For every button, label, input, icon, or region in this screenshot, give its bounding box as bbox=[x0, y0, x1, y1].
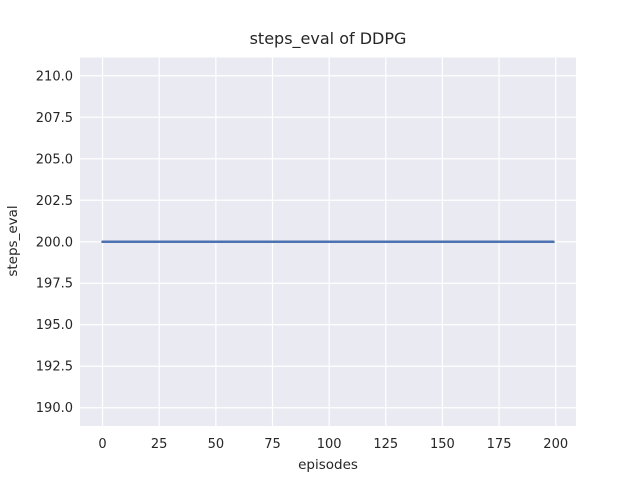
x-tick-label: 50 bbox=[208, 437, 225, 452]
x-tick-label: 25 bbox=[151, 437, 168, 452]
x-tick-label: 150 bbox=[430, 437, 455, 452]
y-tick-label: 192.5 bbox=[36, 360, 73, 375]
x-tick-label: 75 bbox=[264, 437, 281, 452]
x-tick-label: 100 bbox=[317, 437, 342, 452]
x-tick-label: 0 bbox=[98, 437, 106, 452]
y-tick-label: 202.5 bbox=[36, 194, 73, 209]
y-tick-label: 197.5 bbox=[36, 277, 73, 292]
y-tick-label: 190.0 bbox=[36, 401, 73, 416]
x-tick-label: 125 bbox=[373, 437, 398, 452]
x-tick-label: 200 bbox=[543, 437, 568, 452]
x-axis-label: episodes bbox=[298, 457, 358, 473]
y-tick-label: 195.0 bbox=[36, 318, 73, 333]
chart-title: steps_eval of DDPG bbox=[249, 29, 407, 48]
y-tick-label: 210.0 bbox=[36, 69, 73, 84]
y-tick-label: 200.0 bbox=[36, 235, 73, 250]
y-tick-label: 207.5 bbox=[36, 111, 73, 126]
y-tick-label: 205.0 bbox=[36, 152, 73, 167]
x-tick-label: 175 bbox=[487, 437, 512, 452]
